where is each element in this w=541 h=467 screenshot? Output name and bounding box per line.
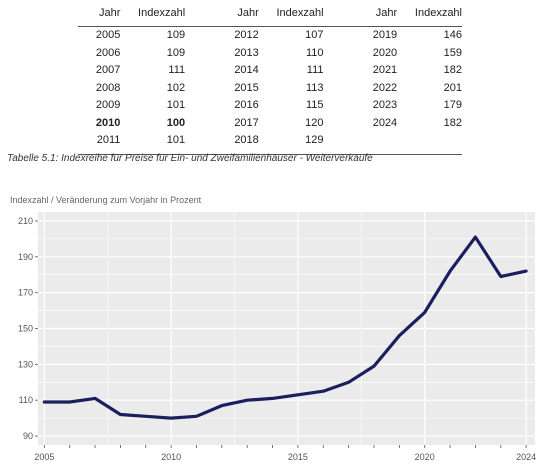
table-row: 2005 109 2012 107 2019 146 — [78, 27, 462, 45]
year-cell: 2010 — [95, 116, 121, 129]
index-cell: 109 — [166, 29, 186, 41]
year-cell: 2017 — [234, 116, 259, 129]
year-cell: 2015 — [234, 81, 259, 94]
table-row: 2006 109 2013 110 2020 159 — [78, 45, 462, 63]
index-cell: 201 — [443, 81, 462, 94]
index-cell: 182 — [443, 64, 462, 76]
index-cell: 101 — [166, 99, 186, 111]
index-cell: 146 — [443, 29, 462, 41]
y-tick-label: 170 — [18, 288, 33, 298]
x-tick-label: 2020 — [415, 452, 435, 462]
column-header: Jahr — [237, 7, 259, 19]
table-row: 2007 111 2014 111 2021 182 — [78, 62, 462, 80]
y-tick-label: 110 — [19, 395, 33, 405]
year-cell: 2024 — [372, 116, 398, 129]
year-cell: 2012 — [234, 29, 259, 41]
y-tick-label: 90 — [23, 431, 33, 441]
index-cell: 101 — [166, 134, 186, 146]
column-header: Indexzahl — [276, 7, 324, 19]
y-tick-label: 130 — [18, 359, 33, 369]
x-tick-label: 2024 — [516, 452, 536, 462]
y-tick-label: 210 — [18, 216, 33, 226]
year-cell: 2006 — [95, 46, 121, 59]
table-row: 2008 102 2015 113 2022 201 — [78, 80, 462, 98]
table-row: 2009 101 2016 115 2023 179 — [78, 97, 462, 115]
column-header: Jahr — [99, 7, 121, 19]
year-cell: 2013 — [234, 46, 259, 59]
index-cell: 109 — [166, 46, 186, 59]
year-cell: 2022 — [372, 81, 398, 94]
table-body: 2005 109 2012 107 2019 146 2006 109 2013 110 2020 1… — [78, 27, 462, 154]
index-cell: 115 — [305, 99, 324, 111]
table-row: 2010 100 2017 120 2024 182 — [78, 115, 462, 133]
table-row: 2011 101 2018 129 — [78, 132, 462, 154]
x-tick-label: 2005 — [34, 452, 54, 462]
table-header-row: Jahr Indexzahl Jahr Indexzahl Jahr Index… — [78, 0, 462, 27]
year-cell: 2005 — [95, 29, 121, 41]
index-cell: 110 — [305, 46, 324, 59]
index-cell: 120 — [305, 116, 324, 129]
year-cell: 2007 — [95, 64, 121, 76]
index-cell: 111 — [168, 64, 186, 76]
index-cell: 113 — [305, 81, 324, 94]
index-cell: 102 — [166, 81, 186, 94]
year-cell: 2014 — [234, 64, 259, 76]
index-cell: 100 — [166, 116, 186, 129]
year-cell: 2019 — [372, 29, 398, 41]
column-header: Indexzahl — [138, 7, 186, 19]
x-tick-label: 2015 — [288, 452, 308, 462]
index-cell: 179 — [443, 99, 462, 111]
year-cell: 2008 — [95, 81, 121, 94]
column-header: Jahr — [375, 7, 398, 19]
index-cell: 129 — [305, 134, 324, 146]
year-cell: 2011 — [96, 134, 121, 146]
index-cell: 182 — [443, 116, 462, 129]
column-header: Indexzahl — [414, 7, 462, 19]
index-table: Jahr Indexzahl Jahr Indexzahl Jahr Index… — [78, 0, 462, 155]
year-cell: 2016 — [234, 99, 259, 111]
y-tick-label: 190 — [18, 252, 33, 262]
year-cell: 2020 — [372, 46, 398, 59]
series-line — [42, 235, 528, 420]
year-cell: 2021 — [372, 64, 398, 76]
x-tick-label: 2010 — [161, 452, 181, 462]
index-cell: 107 — [305, 29, 324, 41]
table-caption: Tabelle 5.1: Indexreihe für Preise für E… — [7, 153, 373, 164]
index-cell: 159 — [443, 46, 462, 59]
year-cell: 2018 — [234, 134, 259, 146]
index-cell: 111 — [306, 64, 324, 76]
year-cell: 2009 — [95, 99, 121, 111]
year-cell: 2023 — [372, 99, 398, 111]
y-tick-label: 150 — [18, 324, 33, 334]
chart-title: Indexzahl / Veränderung zum Vorjahr in P… — [10, 195, 202, 205]
